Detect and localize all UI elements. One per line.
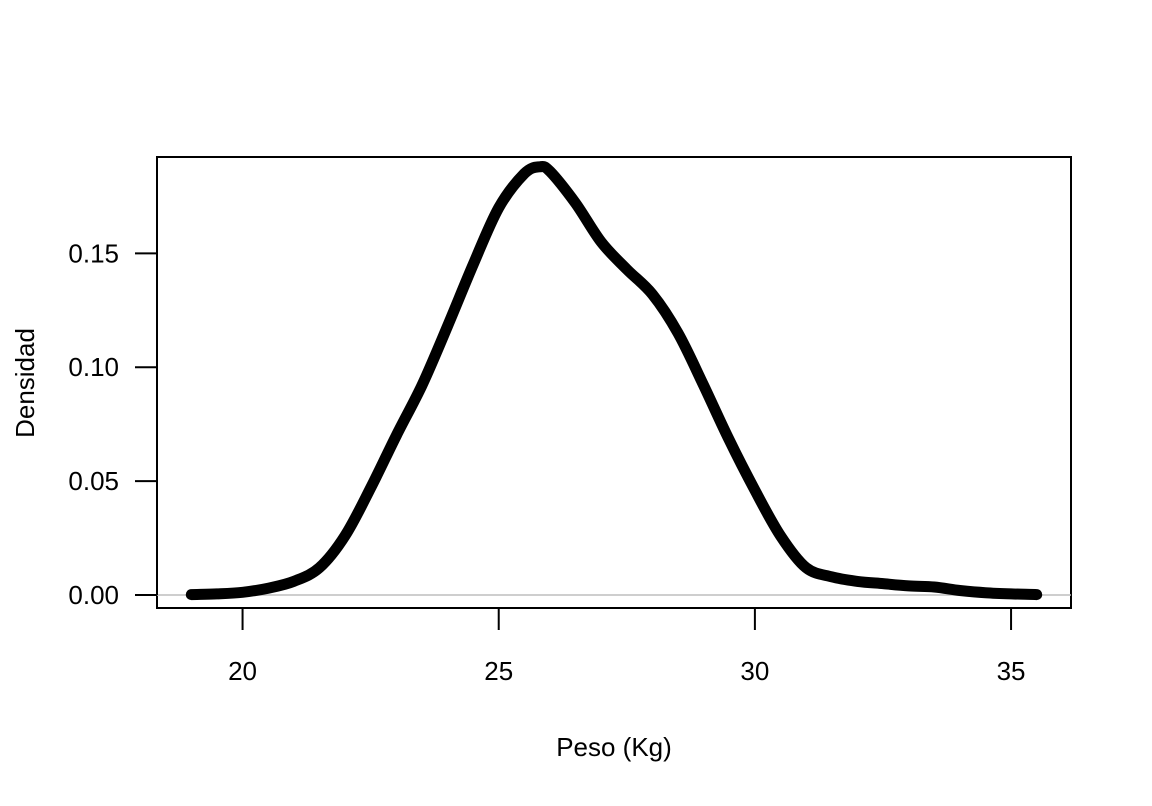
y-tick-label: 0.15 <box>68 238 119 268</box>
y-tick-label: 0.05 <box>68 466 119 496</box>
plot-frame <box>156 156 1072 609</box>
x-tick-label: 30 <box>740 656 769 686</box>
y-axis-title: Densidad <box>10 328 40 438</box>
y-tick-label: 0.00 <box>68 580 119 610</box>
x-tick-label: 20 <box>228 656 257 686</box>
x-axis-title: Peso (Kg) <box>556 732 672 762</box>
x-axis: 20 25 30 35 <box>228 607 1026 686</box>
y-axis: 0.00 0.05 0.10 0.15 <box>68 238 158 610</box>
density-line <box>185 160 1043 601</box>
x-tick-label: 25 <box>484 656 513 686</box>
x-tick-label: 35 <box>997 656 1026 686</box>
y-tick-label: 0.10 <box>68 352 119 382</box>
